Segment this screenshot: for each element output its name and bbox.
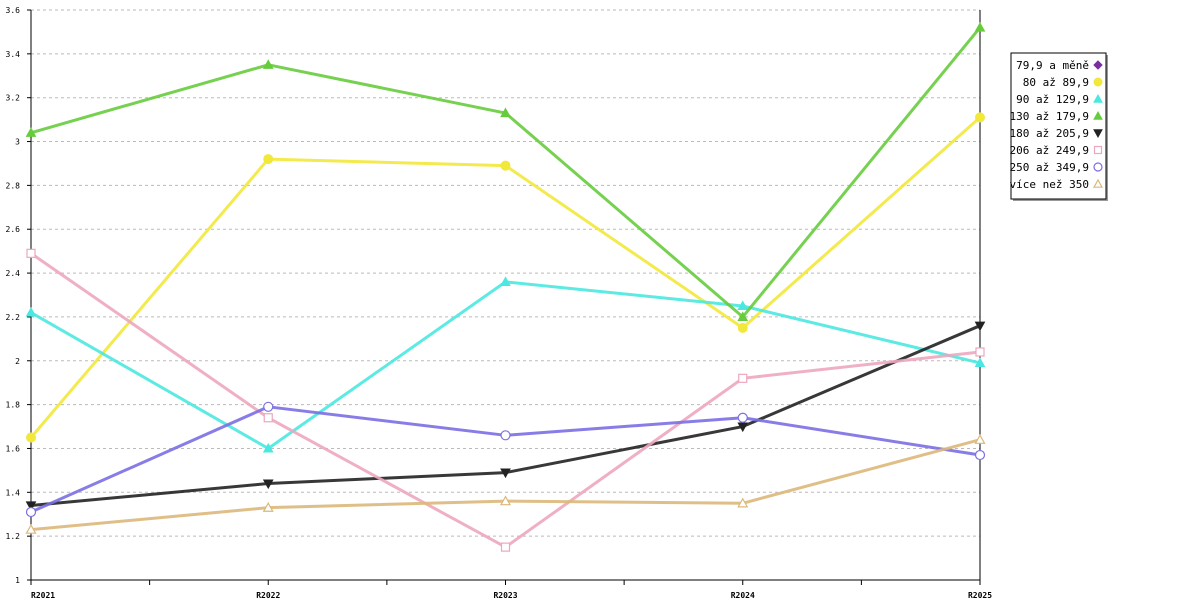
legend-label: 180 až 205,9 [1010, 127, 1089, 140]
data-point [25, 506, 37, 518]
data-point [974, 433, 986, 444]
data-point [262, 442, 274, 453]
data-point [263, 401, 274, 412]
data-point [25, 127, 37, 137]
data-point [500, 468, 511, 479]
legend-marker [1092, 178, 1104, 188]
data-point [975, 112, 985, 123]
y-tick-label: 3.4 [6, 50, 21, 59]
legend-label: 79,9 a měně [1016, 59, 1089, 72]
data-point [26, 432, 36, 443]
data-point [974, 22, 986, 32]
data-point [974, 449, 986, 461]
data-point [737, 497, 749, 508]
data-point [500, 107, 511, 118]
y-tick-label: 1.2 [6, 532, 21, 541]
legend-marker [1093, 77, 1103, 87]
legend-label: 90 až 129,9 [1016, 93, 1089, 106]
series-3 [25, 22, 986, 322]
legend-marker [1093, 60, 1103, 70]
data-point [26, 248, 36, 258]
legend-marker [1093, 162, 1103, 172]
data-point [737, 412, 748, 423]
data-point [25, 501, 37, 511]
series-layer [25, 22, 986, 552]
y-tick-label: 2.2 [6, 313, 21, 322]
series-6 [25, 401, 986, 518]
y-tick-label: 1.6 [6, 444, 21, 453]
legend-label: 206 až 249,9 [1010, 144, 1089, 157]
y-tick-label: 1.4 [6, 488, 21, 497]
data-point [738, 373, 748, 383]
legend-marker [1093, 110, 1103, 120]
legend-box [1010, 52, 1107, 200]
series-7 [25, 433, 986, 534]
y-tick-label: 3.6 [6, 6, 21, 15]
data-point [25, 523, 37, 534]
data-point [975, 347, 985, 357]
y-tick-label: 1 [15, 576, 20, 585]
data-point [737, 311, 749, 322]
x-tick-label: R2024 [731, 591, 755, 600]
data-point [737, 422, 749, 433]
data-point [500, 542, 511, 552]
data-point [262, 59, 274, 69]
x-tick-label: R2025 [968, 591, 992, 600]
y-tick-label: 3.2 [6, 94, 21, 103]
data-point [974, 321, 986, 332]
data-point [263, 154, 274, 165]
data-point [25, 307, 37, 317]
x-tick-label: R2022 [256, 591, 280, 600]
legend-label: 80 až 89,9 [1023, 76, 1089, 89]
series-2 [25, 276, 986, 453]
data-point [737, 300, 749, 311]
data-point [263, 413, 273, 423]
series-5 [26, 248, 985, 552]
data-point [500, 276, 511, 286]
y-tick-label: 2.6 [6, 225, 21, 234]
y-tick-label: 3 [15, 138, 20, 147]
data-point [499, 495, 512, 506]
legend-marker [1093, 93, 1103, 103]
series-line [30, 280, 981, 450]
y-tick-label: 2.4 [6, 269, 21, 278]
y-tick-label: 1.8 [6, 401, 21, 410]
x-tick-label: R2023 [493, 591, 517, 600]
data-point [500, 430, 511, 441]
legend-label: více než 350 [1010, 178, 1089, 191]
legend-label: 250 až 349,9 [1010, 161, 1089, 174]
series-4 [25, 321, 986, 511]
series-line [30, 438, 981, 532]
data-point [500, 160, 511, 171]
legend-marker [1093, 145, 1103, 155]
series-1 [26, 112, 985, 443]
legend-label: 130 až 179,9 [1010, 110, 1089, 123]
legend: 79,9 a měně 80 až 89,9 90 až 129,9 130 až 1… [1010, 52, 1108, 201]
data-point [737, 322, 748, 333]
legend-marker [1093, 129, 1103, 139]
axes: 1 1.2 1.4 1.6 1.8 2 2.2 2.4 2.6 2.8 3 3.2 3.4 3.6 R202… [6, 6, 993, 600]
grid [31, 9, 980, 581]
y-tick-label: 2 [15, 357, 20, 366]
data-point [262, 501, 274, 512]
data-point [262, 479, 274, 490]
x-tick-label: R2021 [31, 591, 55, 600]
data-point [974, 357, 986, 368]
y-tick-label: 2.8 [6, 181, 21, 190]
